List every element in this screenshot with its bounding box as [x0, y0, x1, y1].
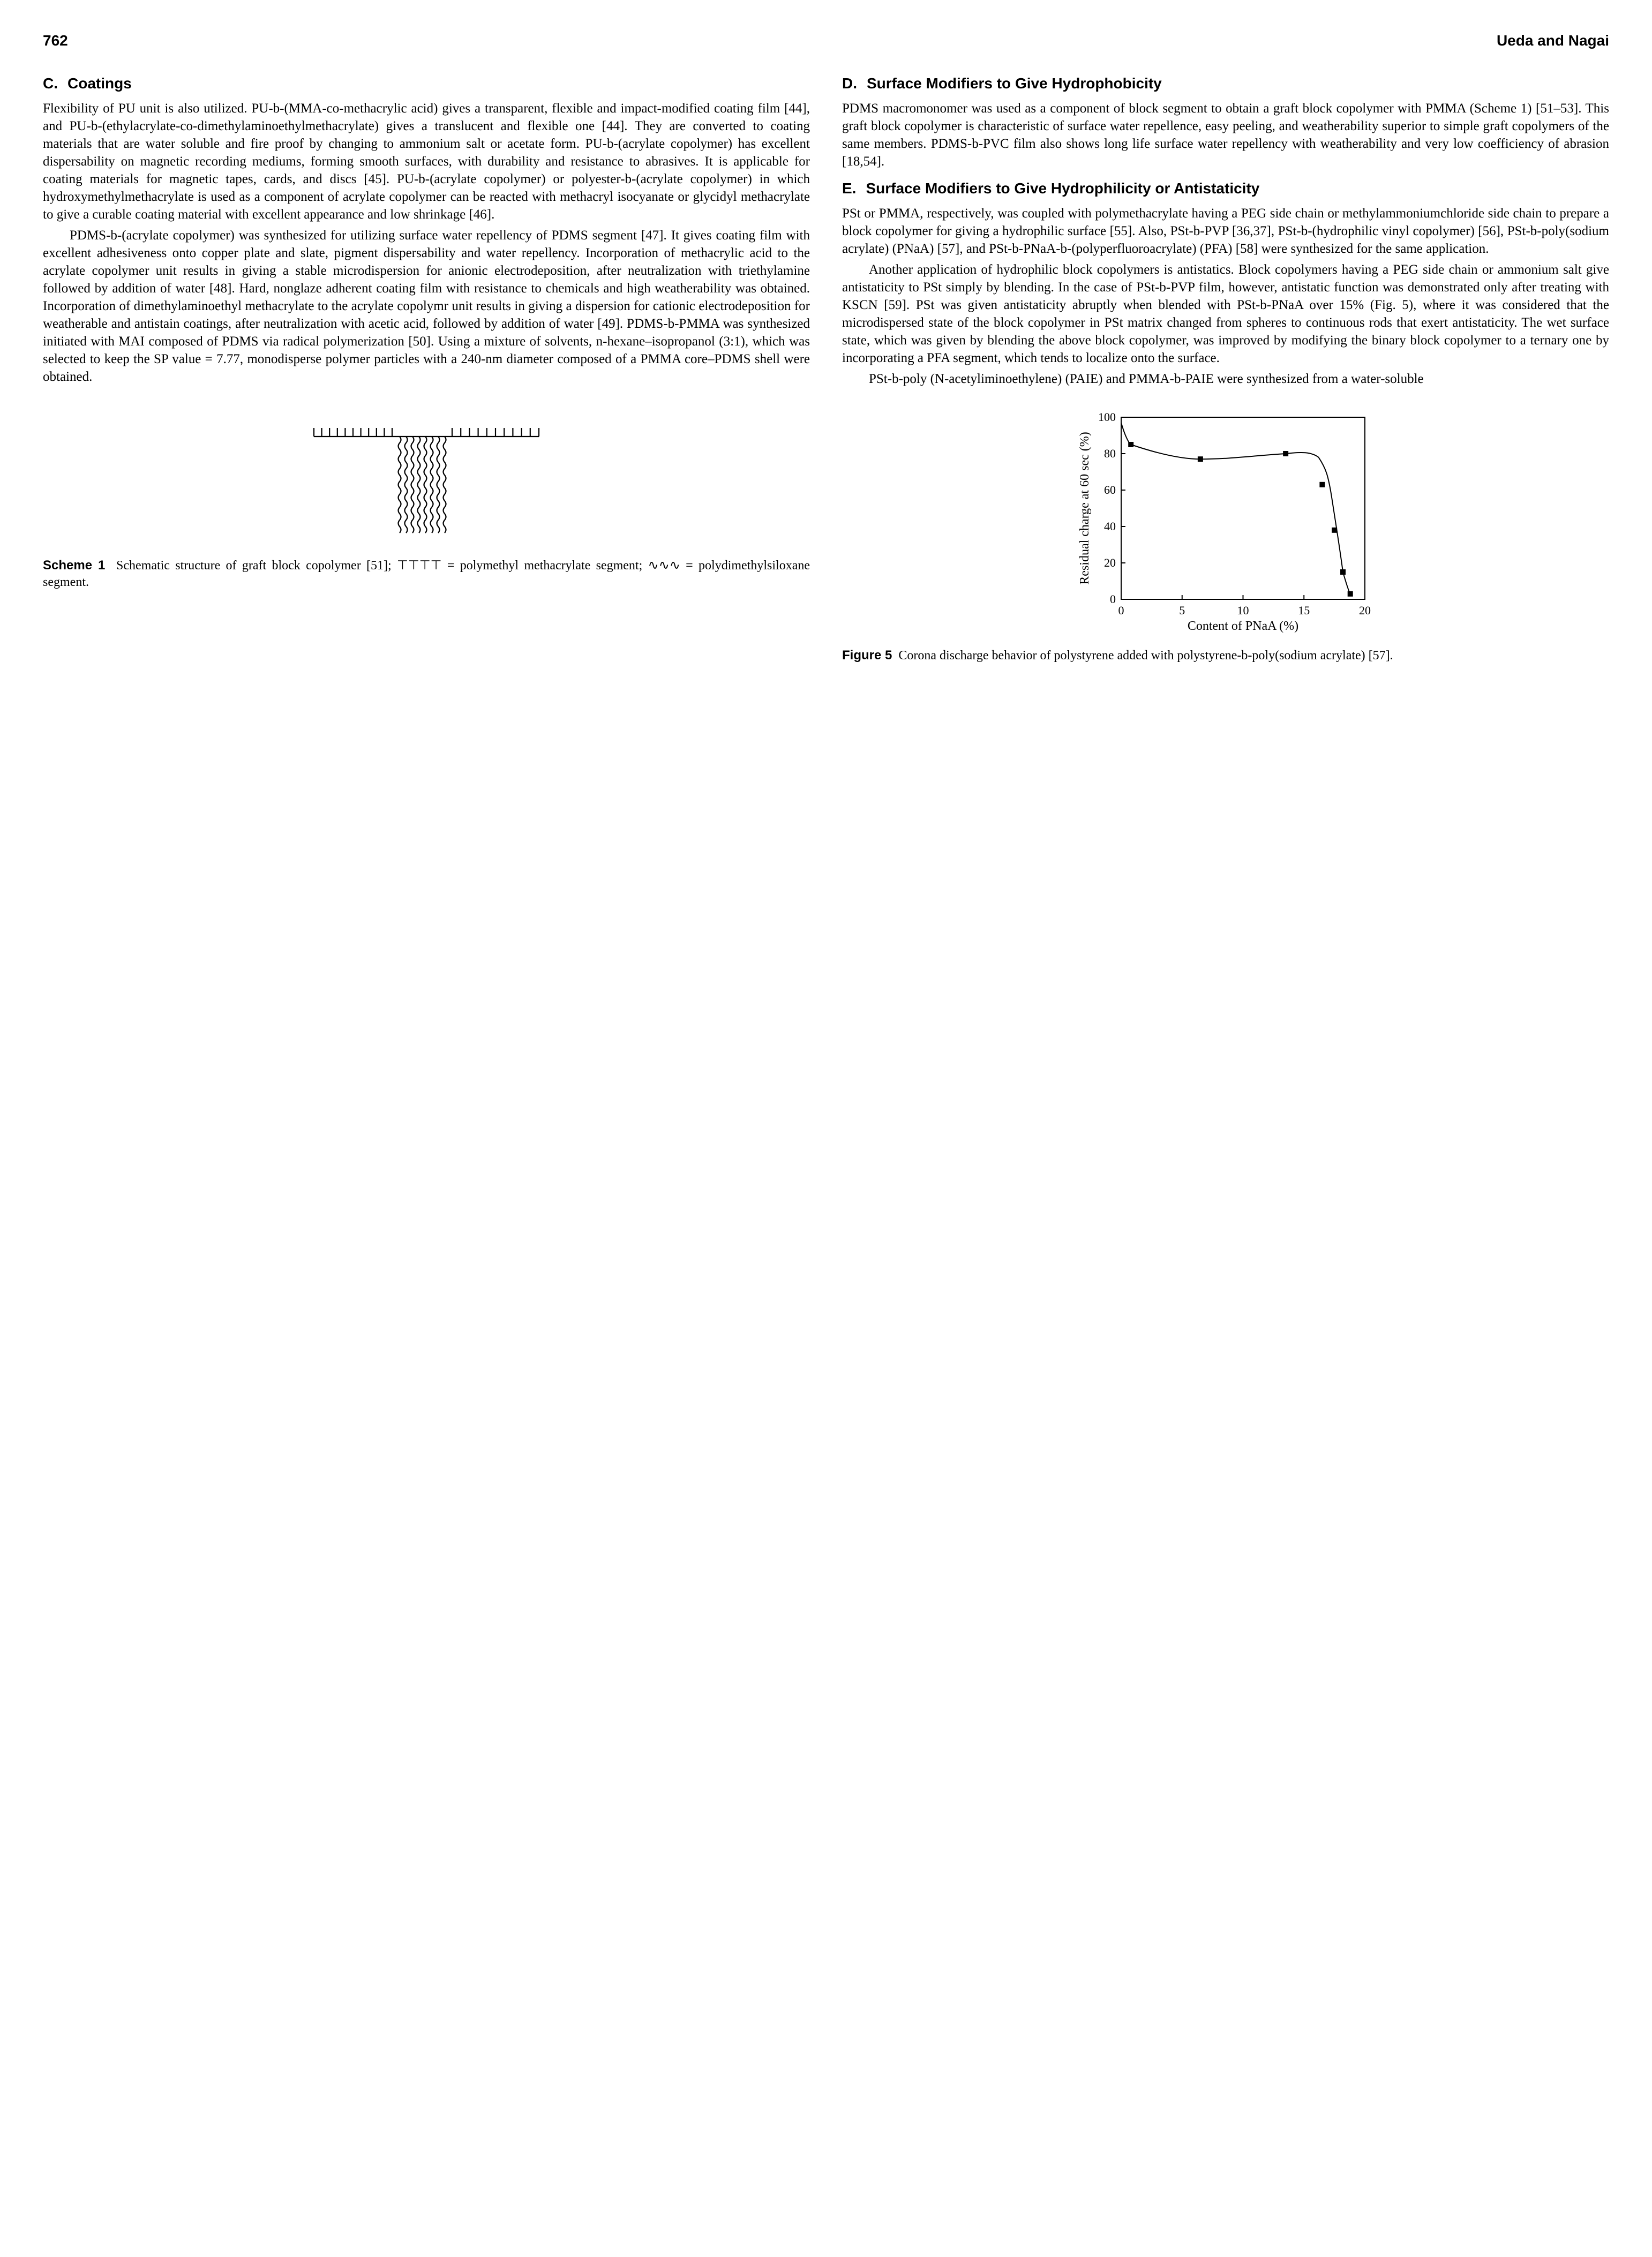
section-c-p1: Flexibility of PU unit is also utilized.…: [43, 100, 810, 223]
svg-text:20: 20: [1359, 604, 1371, 617]
section-e-p1: PSt or PMMA, respectively, was coupled w…: [842, 205, 1609, 258]
section-title: Coatings: [67, 75, 810, 92]
section-e-p2: Another application of hydrophilic block…: [842, 261, 1609, 367]
right-column: D. Surface Modifiers to Give Hydrophobic…: [842, 65, 1609, 664]
figure-5-chart: 0 5 10 15 20 0 20 40 60 80 100 Content of PNaA (%) R…: [1076, 409, 1376, 640]
svg-text:Content of PNaA (%): Content of PNaA (%): [1188, 619, 1298, 633]
svg-text:100: 100: [1098, 410, 1116, 424]
section-e-p3: PSt-b-poly (N-acetyliminoethylene) (PAIE…: [842, 370, 1609, 388]
section-letter: D.: [842, 75, 857, 92]
section-title: Surface Modifiers to Give Hydrophilicity…: [866, 180, 1609, 197]
svg-text:0: 0: [1118, 604, 1124, 617]
section-c-heading: C. Coatings: [43, 75, 810, 92]
section-c-p2: PDMS-b-(acrylate copolymer) was synthesi…: [43, 227, 810, 386]
svg-text:15: 15: [1298, 604, 1310, 617]
left-column: C. Coatings Flexibility of PU unit is al…: [43, 65, 810, 664]
two-column-layout: C. Coatings Flexibility of PU unit is al…: [43, 65, 1609, 664]
svg-text:0: 0: [1110, 592, 1116, 606]
svg-text:10: 10: [1237, 604, 1249, 617]
svg-text:5: 5: [1179, 604, 1185, 617]
section-e-heading: E. Surface Modifiers to Give Hydrophilic…: [842, 180, 1609, 197]
svg-text:80: 80: [1104, 447, 1116, 460]
caption-lead: Figure 5: [842, 648, 892, 663]
page-header: 762 Ueda and Nagai: [43, 32, 1609, 49]
section-d-heading: D. Surface Modifiers to Give Hydrophobic…: [842, 75, 1609, 92]
section-letter: E.: [842, 180, 856, 197]
scheme-1-caption: Scheme 1 Schematic structure of graft bl…: [43, 557, 810, 591]
caption-body: Corona discharge behavior of polystyrene…: [898, 649, 1393, 663]
svg-text:40: 40: [1104, 520, 1116, 533]
page-number: 762: [43, 32, 68, 49]
scheme-1-diagram: [298, 423, 555, 546]
running-head: Ueda and Nagai: [1497, 32, 1609, 49]
caption-lead: Scheme 1: [43, 558, 105, 573]
figure-5: 0 5 10 15 20 0 20 40 60 80 100 Content of PNaA (%) R…: [842, 409, 1609, 664]
svg-text:20: 20: [1104, 556, 1116, 569]
section-letter: C.: [43, 75, 58, 92]
section-title: Surface Modifiers to Give Hydrophobicity: [867, 75, 1609, 92]
caption-body: Schematic structure of graft block copol…: [43, 559, 810, 589]
figure-5-caption: Figure 5 Corona discharge behavior of po…: [842, 647, 1609, 664]
section-d-p1: PDMS macromonomer was used as a componen…: [842, 100, 1609, 170]
svg-text:60: 60: [1104, 483, 1116, 496]
scheme-1-figure: Scheme 1 Schematic structure of graft bl…: [43, 423, 810, 591]
svg-text:Residual charge at 60 sec (%): Residual charge at 60 sec (%): [1078, 432, 1092, 584]
